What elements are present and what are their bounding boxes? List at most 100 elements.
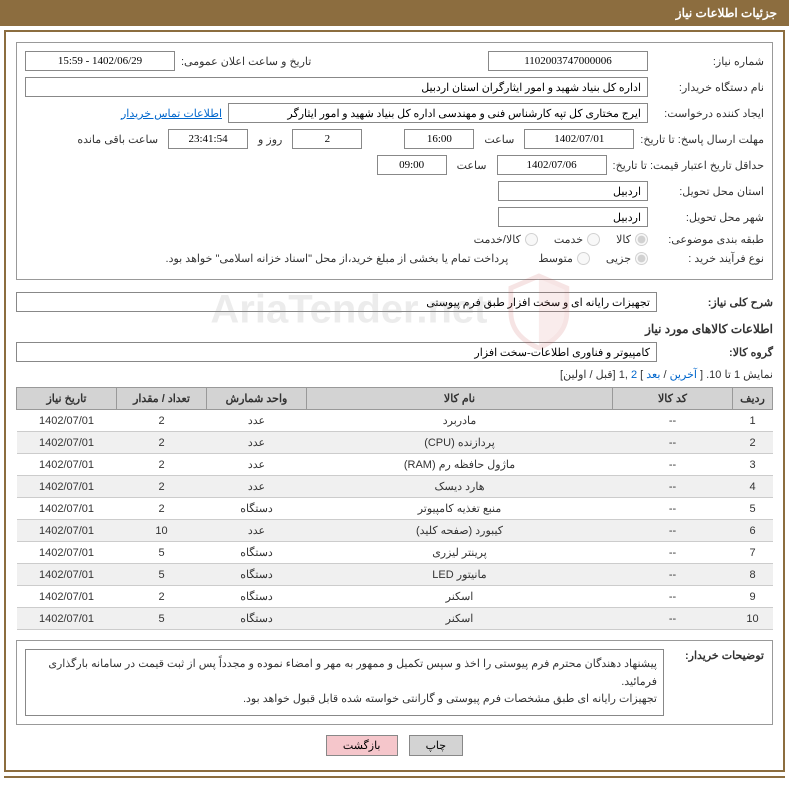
shield-icon bbox=[499, 272, 579, 352]
pag-prefix: نمایش 1 تا 10. [ bbox=[697, 369, 773, 381]
table-cell: 4 bbox=[733, 476, 773, 498]
table-cell: 2 bbox=[733, 432, 773, 454]
table-row: 9--اسکنردستگاه21402/07/01 bbox=[17, 586, 773, 608]
table-cell: 5 bbox=[733, 498, 773, 520]
table-cell: 2 bbox=[117, 410, 207, 432]
row-category: طبقه بندی موضوعی: کالا خدمت کالا/خدمت bbox=[25, 233, 764, 246]
bottom-border bbox=[4, 776, 785, 778]
time-label-2: ساعت bbox=[453, 159, 491, 172]
category-radio-group: کالا خدمت کالا/خدمت bbox=[474, 233, 648, 246]
table-cell: -- bbox=[613, 410, 733, 432]
table-cell: دستگاه bbox=[207, 498, 307, 520]
contact-link[interactable]: اطلاعات تماس خریدار bbox=[121, 107, 222, 120]
table-row: 6--کیبورد (صفحه کلید)عدد101402/07/01 bbox=[17, 520, 773, 542]
table-cell: عدد bbox=[207, 432, 307, 454]
validity-label: حداقل تاریخ اعتبار قیمت: تا تاریخ: bbox=[613, 159, 764, 172]
table-header-cell: نام کالا bbox=[307, 388, 613, 410]
creator-field bbox=[228, 103, 648, 123]
table-row: 5--منبع تغذیه کامپیوتردستگاه21402/07/01 bbox=[17, 498, 773, 520]
table-header-cell: کد کالا bbox=[613, 388, 733, 410]
table-cell: 1402/07/01 bbox=[17, 476, 117, 498]
goods-section-title: اطلاعات کالاهای مورد نیاز bbox=[16, 322, 773, 336]
group-label: گروه کالا: bbox=[663, 346, 773, 359]
table-cell: هارد دیسک bbox=[307, 476, 613, 498]
row-process: نوع فرآیند خرید : جزیی متوسط پرداخت تمام… bbox=[25, 252, 764, 265]
table-cell: دستگاه bbox=[207, 586, 307, 608]
table-row: 7--پرینتر لیزریدستگاه51402/07/01 bbox=[17, 542, 773, 564]
table-cell: عدد bbox=[207, 410, 307, 432]
table-cell: 8 bbox=[733, 564, 773, 586]
table-cell: اسکنر bbox=[307, 608, 613, 630]
table-cell: 1 bbox=[733, 410, 773, 432]
table-cell: 1402/07/01 bbox=[17, 410, 117, 432]
table-row: 2--پردازنده (CPU)عدد21402/07/01 bbox=[17, 432, 773, 454]
desc-content: پیشنهاد دهندگان محترم فرم پیوستی را اخذ … bbox=[25, 649, 664, 716]
proc-radio-1[interactable]: جزیی bbox=[606, 252, 648, 265]
row-overall: شرح کلی نیاز: bbox=[16, 292, 773, 312]
table-row: 3--ماژول حافظه رم (RAM)عدد21402/07/01 bbox=[17, 454, 773, 476]
group-field bbox=[16, 342, 657, 362]
table-cell: 3 bbox=[733, 454, 773, 476]
main-container: AriaTender.net شماره نیاز: تاریخ و ساعت … bbox=[4, 30, 785, 772]
watermark: AriaTender.net bbox=[210, 272, 578, 352]
category-label: طبقه بندی موضوعی: bbox=[654, 233, 764, 246]
pag-sep2: ] bbox=[637, 369, 646, 381]
city-field bbox=[498, 207, 648, 227]
table-head: ردیفکد کالانام کالاواحد شمارشتعداد / مقد… bbox=[17, 388, 773, 410]
row-creator: ایجاد کننده درخواست: اطلاعات تماس خریدار bbox=[25, 103, 764, 123]
page-header: جزئیات اطلاعات نیاز bbox=[0, 0, 789, 26]
cat-opt1-label: کالا bbox=[616, 233, 631, 246]
pag-next-link[interactable]: بعد bbox=[646, 369, 660, 381]
overall-label: شرح کلی نیاز: bbox=[663, 296, 773, 309]
cat-radio-1[interactable]: کالا bbox=[616, 233, 648, 246]
table-cell: عدد bbox=[207, 454, 307, 476]
back-button[interactable]: بازگشت bbox=[326, 735, 398, 756]
row-province: استان محل تحویل: bbox=[25, 181, 764, 201]
deadline-label: مهلت ارسال پاسخ: تا تاریخ: bbox=[640, 133, 764, 146]
table-cell: 2 bbox=[117, 476, 207, 498]
table-cell: 5 bbox=[117, 564, 207, 586]
table-header-cell: تاریخ نیاز bbox=[17, 388, 117, 410]
table-cell: 1402/07/01 bbox=[17, 608, 117, 630]
table-cell: دستگاه bbox=[207, 564, 307, 586]
table-cell: پردازنده (CPU) bbox=[307, 432, 613, 454]
proc-radio-1-input bbox=[635, 252, 648, 265]
proc-radio-2[interactable]: متوسط bbox=[538, 252, 590, 265]
table-header-cell: واحد شمارش bbox=[207, 388, 307, 410]
remaining-text: ساعت باقی مانده bbox=[73, 133, 162, 146]
table-cell: -- bbox=[613, 476, 733, 498]
table-cell: عدد bbox=[207, 520, 307, 542]
table-row: 4--هارد دیسکعدد21402/07/01 bbox=[17, 476, 773, 498]
table-header-cell: تعداد / مقدار bbox=[117, 388, 207, 410]
table-header-row: ردیفکد کالانام کالاواحد شمارشتعداد / مقد… bbox=[17, 388, 773, 410]
cat-radio-3[interactable]: کالا/خدمت bbox=[474, 233, 538, 246]
pag-sep1: / bbox=[660, 369, 669, 381]
table-cell: 2 bbox=[117, 432, 207, 454]
button-row: چاپ بازگشت bbox=[16, 725, 773, 760]
table-cell: 1402/07/01 bbox=[17, 454, 117, 476]
desc-label: توضیحات خریدار: bbox=[674, 649, 764, 716]
province-label: استان محل تحویل: bbox=[654, 185, 764, 198]
process-label: نوع فرآیند خرید : bbox=[654, 252, 764, 265]
cat-radio-2[interactable]: خدمت bbox=[554, 233, 600, 246]
announce-field bbox=[25, 51, 175, 71]
cat-opt3-label: کالا/خدمت bbox=[474, 233, 521, 246]
table-cell: کیبورد (صفحه کلید) bbox=[307, 520, 613, 542]
desc-line2: تجهیزات رایانه ای طبق مشخصات فرم پیوستی … bbox=[32, 691, 657, 709]
pag-last-link[interactable]: آخرین bbox=[670, 369, 697, 381]
row-need-no: شماره نیاز: تاریخ و ساعت اعلان عمومی: bbox=[25, 51, 764, 71]
process-radio-group: جزیی متوسط bbox=[538, 252, 648, 265]
table-cell: 9 bbox=[733, 586, 773, 608]
table-cell: اسکنر bbox=[307, 586, 613, 608]
buyer-label: نام دستگاه خریدار: bbox=[654, 81, 764, 94]
print-button[interactable]: چاپ bbox=[409, 735, 464, 756]
row-deadline: مهلت ارسال پاسخ: تا تاریخ: ساعت روز و سا… bbox=[25, 129, 764, 149]
table-cell: -- bbox=[613, 454, 733, 476]
table-cell: 1402/07/01 bbox=[17, 432, 117, 454]
table-body: 1--مادربردعدد21402/07/012--پردازنده (CPU… bbox=[17, 410, 773, 630]
proc-radio-2-input bbox=[577, 252, 590, 265]
table-cell: -- bbox=[613, 564, 733, 586]
row-buyer: نام دستگاه خریدار: bbox=[25, 77, 764, 97]
announce-label: تاریخ و ساعت اعلان عمومی: bbox=[181, 55, 311, 68]
proc-opt2-label: متوسط bbox=[538, 252, 573, 265]
